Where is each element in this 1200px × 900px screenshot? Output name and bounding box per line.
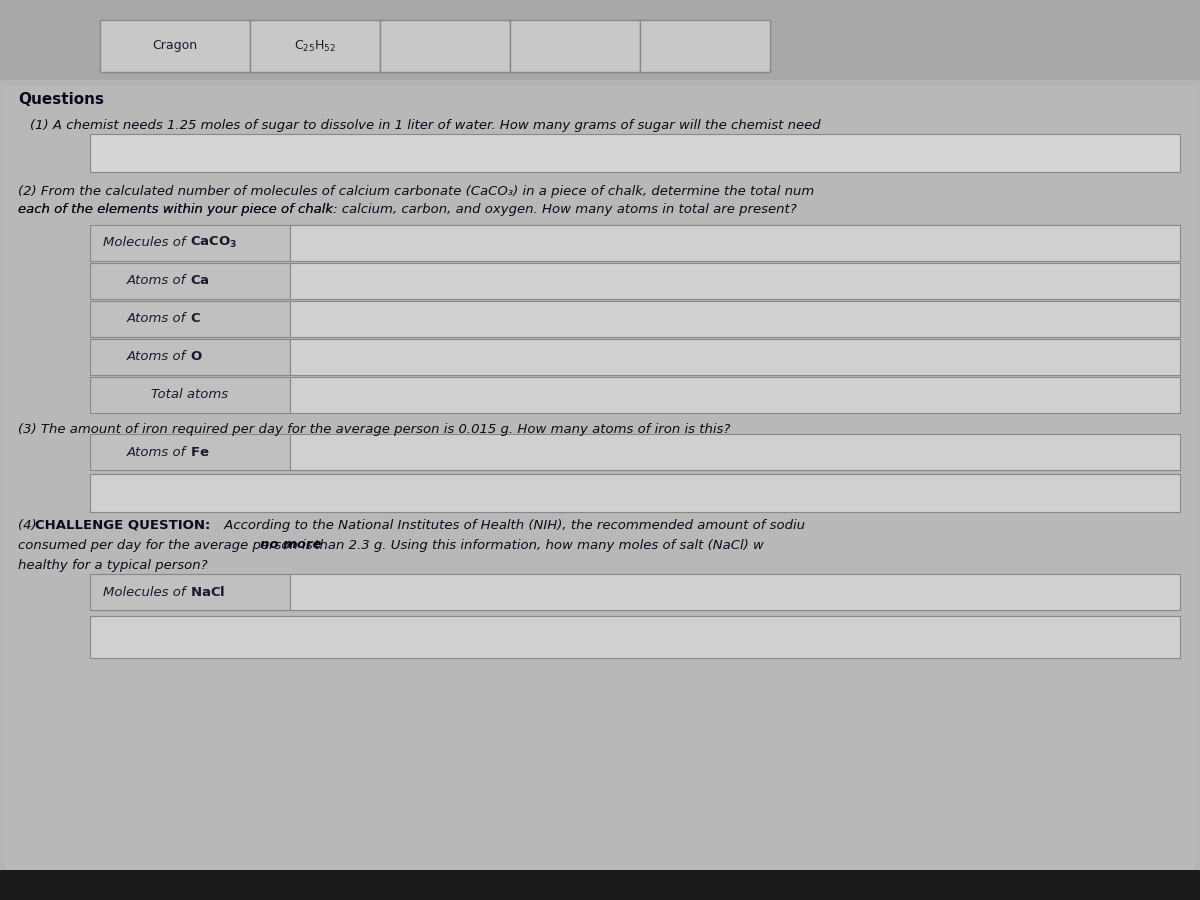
FancyBboxPatch shape bbox=[250, 20, 380, 72]
FancyBboxPatch shape bbox=[5, 85, 1195, 870]
Text: $\mathbf{CaCO_3}$: $\mathbf{CaCO_3}$ bbox=[190, 235, 238, 249]
FancyBboxPatch shape bbox=[290, 225, 1180, 261]
Text: According to the National Institutes of Health (NIH), the recommended amount of : According to the National Institutes of … bbox=[220, 518, 805, 532]
Text: $\mathbf{C}$: $\mathbf{C}$ bbox=[190, 311, 200, 325]
FancyBboxPatch shape bbox=[90, 263, 290, 299]
Text: (1) A chemist needs 1.25 moles of sugar to dissolve in 1 liter of water. How man: (1) A chemist needs 1.25 moles of sugar … bbox=[30, 119, 821, 131]
Text: each of the elements within your piece of chalk: calcium, carbon, and oxygen. Ho: each of the elements within your piece o… bbox=[18, 203, 797, 217]
Text: healthy for a typical person?: healthy for a typical person? bbox=[18, 559, 208, 572]
FancyBboxPatch shape bbox=[510, 20, 640, 72]
Text: Molecules of: Molecules of bbox=[103, 236, 190, 248]
Text: (2) From the calculated number of molecules of calcium carbonate (CaCO₃) in a pi: (2) From the calculated number of molecu… bbox=[18, 185, 815, 199]
Text: $\mathbf{NaCl}$: $\mathbf{NaCl}$ bbox=[190, 585, 226, 599]
FancyBboxPatch shape bbox=[0, 0, 1200, 80]
Text: $\mathregular{C_{25}H_{52}}$: $\mathregular{C_{25}H_{52}}$ bbox=[294, 39, 336, 54]
FancyBboxPatch shape bbox=[640, 20, 770, 72]
FancyBboxPatch shape bbox=[290, 434, 1180, 470]
Text: than 2.3 g. Using this information, how many moles of salt (NaCl) w: than 2.3 g. Using this information, how … bbox=[310, 538, 764, 552]
Text: Questions: Questions bbox=[18, 93, 104, 107]
Text: no more: no more bbox=[260, 538, 322, 552]
FancyBboxPatch shape bbox=[90, 225, 290, 261]
Text: $\mathbf{Ca}$: $\mathbf{Ca}$ bbox=[190, 274, 210, 286]
Text: Molecules of: Molecules of bbox=[103, 586, 190, 598]
Text: Atoms of: Atoms of bbox=[126, 446, 190, 458]
Text: Total atoms: Total atoms bbox=[151, 388, 228, 400]
Text: (3) The amount of iron required per day for the average person is 0.015 g. How m: (3) The amount of iron required per day … bbox=[18, 424, 731, 436]
FancyBboxPatch shape bbox=[90, 616, 1180, 658]
FancyBboxPatch shape bbox=[90, 574, 290, 610]
FancyBboxPatch shape bbox=[90, 339, 290, 375]
FancyBboxPatch shape bbox=[90, 434, 290, 470]
FancyBboxPatch shape bbox=[290, 301, 1180, 337]
FancyBboxPatch shape bbox=[90, 134, 1180, 172]
FancyBboxPatch shape bbox=[290, 263, 1180, 299]
Text: $\mathbf{O}$: $\mathbf{O}$ bbox=[190, 349, 203, 363]
FancyBboxPatch shape bbox=[100, 20, 250, 72]
Text: $\mathbf{Fe}$: $\mathbf{Fe}$ bbox=[190, 446, 210, 458]
Text: Atoms of: Atoms of bbox=[126, 274, 190, 286]
FancyBboxPatch shape bbox=[290, 574, 1180, 610]
FancyBboxPatch shape bbox=[290, 339, 1180, 375]
FancyBboxPatch shape bbox=[90, 474, 1180, 512]
Text: each of the elements within your piece of chalk:: each of the elements within your piece o… bbox=[18, 203, 342, 217]
Text: Atoms of: Atoms of bbox=[126, 311, 190, 325]
FancyBboxPatch shape bbox=[0, 870, 1200, 900]
FancyBboxPatch shape bbox=[90, 377, 290, 413]
FancyBboxPatch shape bbox=[290, 377, 1180, 413]
Text: consumed per day for the average person is: consumed per day for the average person … bbox=[18, 538, 317, 552]
Text: CHALLENGE QUESTION:: CHALLENGE QUESTION: bbox=[35, 518, 210, 532]
Text: Atoms of: Atoms of bbox=[126, 349, 190, 363]
FancyBboxPatch shape bbox=[90, 301, 290, 337]
Text: Cragon: Cragon bbox=[152, 40, 198, 52]
FancyBboxPatch shape bbox=[380, 20, 510, 72]
Text: (4): (4) bbox=[18, 518, 41, 532]
